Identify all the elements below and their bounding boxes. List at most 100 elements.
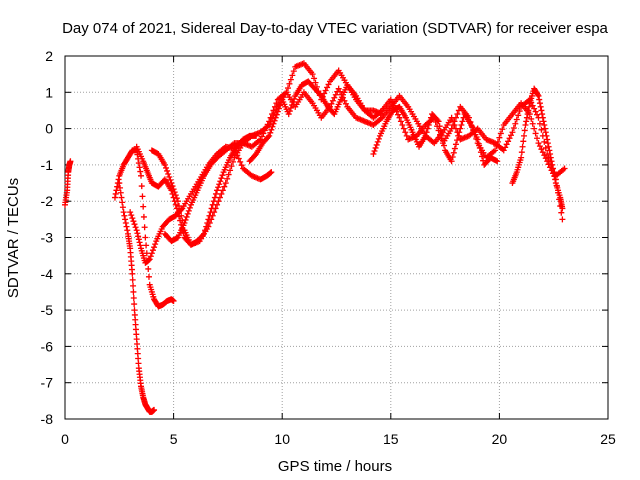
data-point: [168, 180, 175, 187]
data-point: [169, 183, 176, 190]
data-point: [141, 224, 148, 231]
data-point: [271, 103, 278, 110]
data-point: [532, 130, 539, 137]
data-point: [121, 212, 128, 219]
data-point: [114, 180, 121, 187]
y-tick-label: -4: [41, 266, 54, 282]
data-point: [549, 161, 556, 168]
data-point: [492, 147, 499, 154]
data-point: [538, 146, 545, 153]
data-point: [536, 120, 543, 127]
chart-title: Day 074 of 2021, Sidereal Day-to-day VTE…: [62, 20, 608, 37]
data-point: [130, 295, 137, 301]
data-point: [211, 194, 218, 201]
data-point: [451, 145, 458, 152]
data-point: [536, 96, 543, 103]
data-point: [505, 138, 512, 145]
data-point: [288, 102, 295, 109]
data-point: [538, 126, 545, 133]
data-point: [270, 120, 277, 127]
data-point: [519, 143, 526, 150]
data-point: [267, 129, 274, 136]
data-point: [552, 176, 559, 183]
data-point: [534, 111, 541, 118]
data-point: [117, 184, 124, 191]
data-point: [342, 100, 349, 107]
data-point: [395, 111, 402, 118]
data-point: [559, 216, 566, 223]
data-point: [130, 218, 137, 225]
y-tick-label: -6: [41, 338, 54, 354]
data-point: [221, 183, 228, 190]
data-point: [518, 149, 525, 156]
data-point: [534, 91, 541, 98]
data-point: [459, 118, 466, 125]
data-point: [548, 158, 555, 165]
data-point: [132, 224, 139, 231]
series-track-h: [246, 78, 566, 223]
data-point: [549, 165, 556, 172]
data-point: [450, 121, 457, 128]
data-markers: [62, 60, 568, 415]
data-point: [515, 112, 522, 119]
data-point: [270, 107, 277, 114]
data-point: [137, 242, 144, 249]
data-point: [547, 154, 554, 161]
data-point: [267, 114, 274, 121]
data-point: [162, 164, 169, 171]
data-point: [371, 147, 378, 154]
data-point: [550, 169, 557, 176]
data-point: [521, 127, 528, 134]
data-point: [165, 170, 172, 177]
data-point: [543, 132, 550, 139]
data-point: [452, 141, 459, 148]
data-point: [374, 138, 381, 145]
data-point: [546, 147, 553, 154]
data-point: [426, 118, 433, 125]
data-point: [235, 155, 242, 162]
data-point: [119, 204, 126, 211]
y-tick-label: -3: [41, 230, 54, 246]
data-point: [312, 79, 319, 86]
data-point: [523, 118, 530, 125]
data-point: [237, 158, 244, 165]
y-tick-label: -2: [41, 193, 54, 209]
data-point: [452, 114, 459, 121]
data-point: [526, 103, 533, 110]
data-point: [206, 219, 213, 226]
data-point: [458, 121, 465, 128]
data-point: [448, 125, 455, 132]
x-tick-label: 5: [170, 431, 178, 447]
data-point: [134, 230, 141, 237]
series-track-i: [370, 103, 501, 168]
data-point: [114, 183, 121, 190]
data-point: [328, 100, 335, 107]
data-point: [477, 149, 484, 156]
data-point: [529, 120, 536, 127]
data-point: [507, 132, 514, 139]
series-track-b: [116, 180, 158, 415]
data-point: [258, 133, 265, 140]
data-point: [161, 161, 168, 168]
data-point: [115, 176, 122, 183]
data-point: [455, 132, 462, 139]
data-point: [532, 108, 539, 115]
data-point: [272, 114, 279, 121]
data-point: [539, 149, 546, 156]
data-point: [561, 165, 568, 172]
data-point: [178, 206, 185, 213]
data-point: [538, 107, 545, 114]
data-point: [135, 236, 142, 243]
data-point: [324, 84, 331, 91]
data-point: [332, 91, 339, 98]
data-point: [506, 135, 513, 142]
data-point: [136, 164, 143, 171]
y-tick-label: -7: [41, 375, 54, 391]
data-point: [551, 172, 558, 179]
data-point: [228, 163, 235, 170]
data-point: [148, 250, 155, 257]
data-point: [494, 158, 501, 165]
data-point: [290, 98, 297, 105]
data-point: [542, 144, 549, 151]
data-point: [261, 127, 268, 134]
